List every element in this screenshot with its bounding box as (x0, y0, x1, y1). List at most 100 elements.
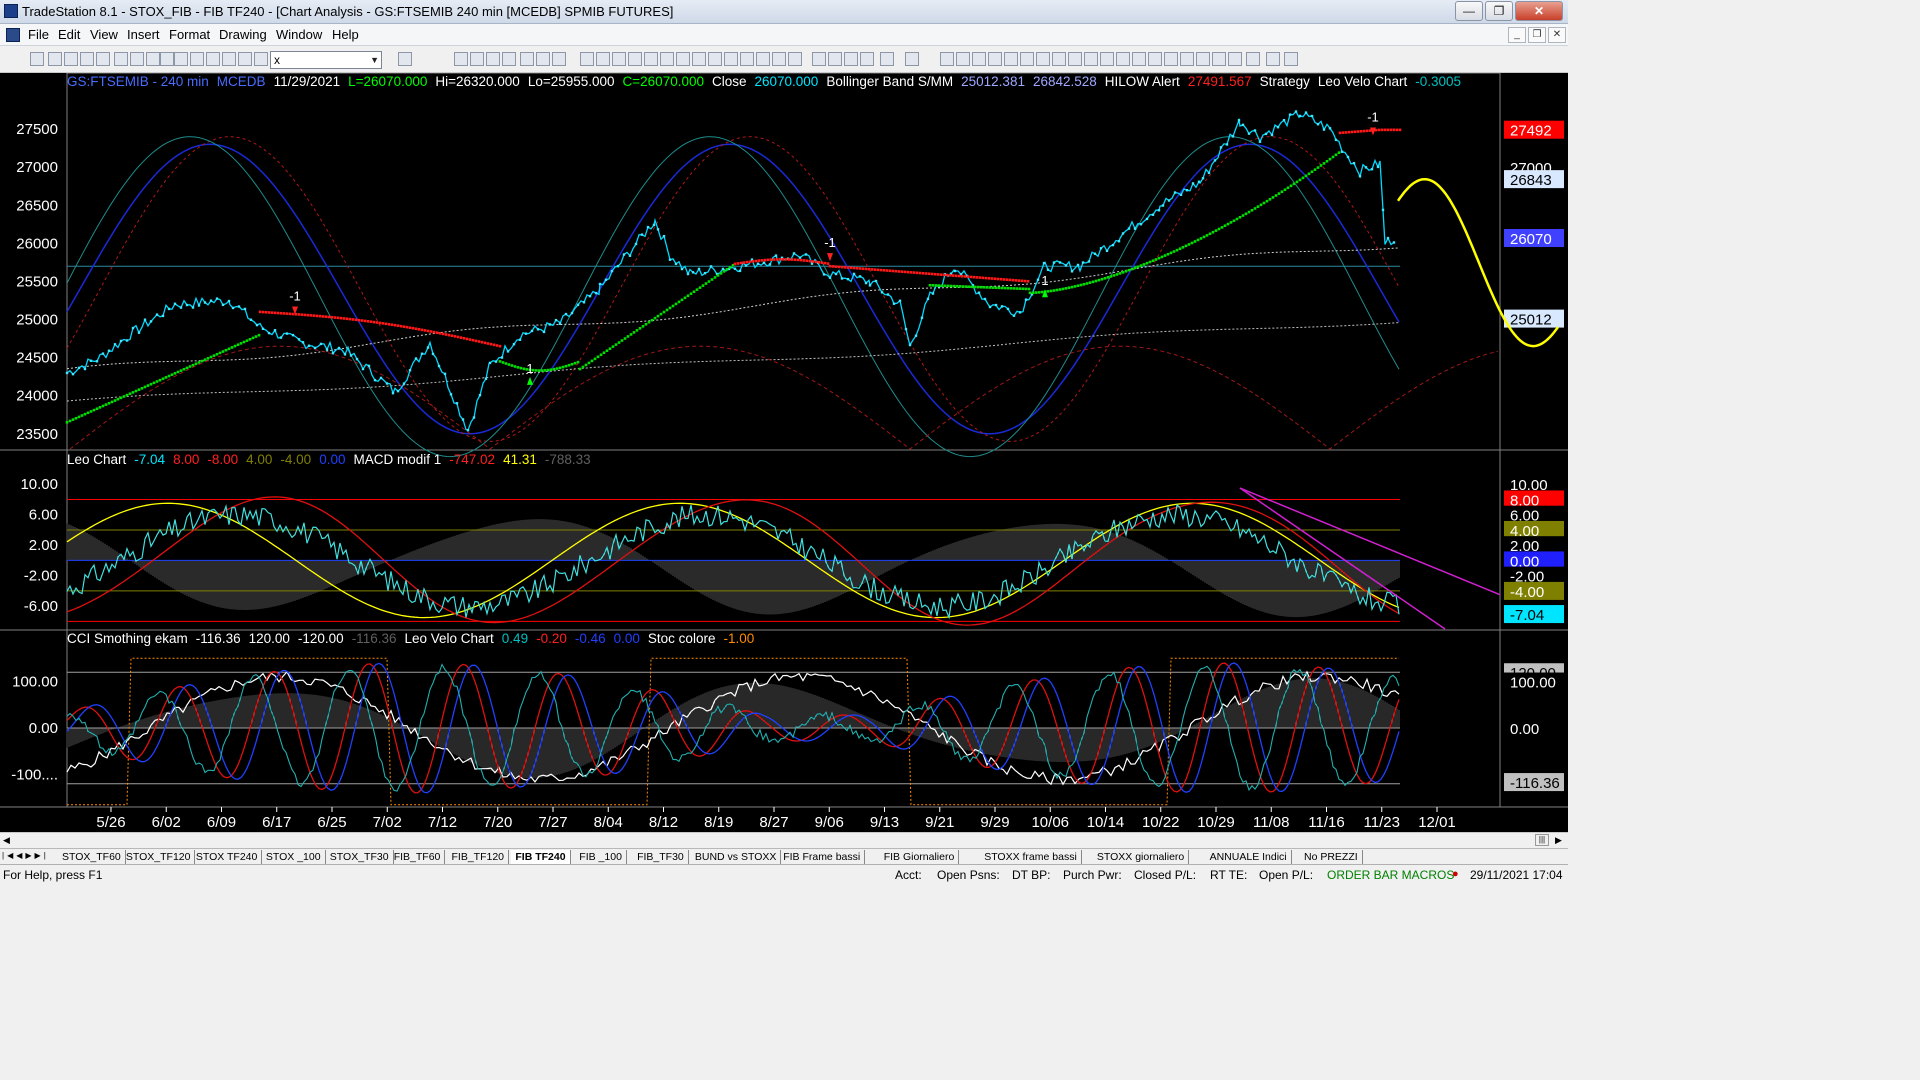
mdi-close-button[interactable]: ✕ (1548, 27, 1566, 43)
toolbar-button-icon[interactable] (222, 52, 236, 66)
toolbar-button-icon[interactable] (812, 52, 826, 66)
scroll-right-icon[interactable]: ▶ (1555, 835, 1562, 845)
toolbar-button-icon[interactable] (956, 52, 970, 66)
toolbar-button-icon[interactable] (1246, 52, 1260, 66)
toolbar-button-icon[interactable] (660, 52, 674, 66)
tab-stox-tf60[interactable]: STOX_TF60 (58, 850, 126, 864)
tab-stoxx-frame-bassi[interactable]: STOXX frame bassi (980, 850, 1082, 864)
tab-fib-tf60[interactable]: FIB_TF60 (390, 850, 446, 864)
toolbar-button-icon[interactable] (552, 52, 566, 66)
menu-view[interactable]: View (90, 27, 118, 42)
tab-fib-giornaliero[interactable]: FIB Giornaliero (880, 850, 960, 864)
toolbar-button-icon[interactable] (160, 52, 174, 66)
tab-stox-tf240[interactable]: STOX TF240 (192, 850, 263, 864)
toolbar-button-icon[interactable] (190, 52, 204, 66)
tab-annuale-indici[interactable]: ANNUALE Indici (1206, 850, 1292, 864)
menu-file[interactable]: File (28, 27, 49, 42)
toolbar-button-icon[interactable] (788, 52, 802, 66)
toolbar-button-icon[interactable] (1228, 52, 1242, 66)
toolbar-button-icon[interactable] (880, 52, 894, 66)
toolbar-button-icon[interactable] (1266, 52, 1280, 66)
tab-stox-tf30[interactable]: STOX_TF30 (326, 850, 394, 864)
toolbar-button-icon[interactable] (536, 52, 550, 66)
toolbar-button-icon[interactable] (708, 52, 722, 66)
toolbar-button-icon[interactable] (1052, 52, 1066, 66)
toolbar-button-icon[interactable] (1132, 52, 1146, 66)
menu-help[interactable]: Help (332, 27, 359, 42)
tab-fib-tf240[interactable]: FIB TF240 (511, 850, 571, 864)
toolbar-button-icon[interactable] (48, 52, 62, 66)
toolbar-button-icon[interactable] (1020, 52, 1034, 66)
toolbar-button-icon[interactable] (644, 52, 658, 66)
toolbar-button-icon[interactable] (30, 52, 44, 66)
toolbar-button-icon[interactable] (692, 52, 706, 66)
toolbar-button-icon[interactable] (470, 52, 484, 66)
toolbar-button-icon[interactable] (398, 52, 412, 66)
toolbar-button-icon[interactable] (828, 52, 842, 66)
toolbar-button-icon[interactable] (756, 52, 770, 66)
toolbar-button-icon[interactable] (1148, 52, 1162, 66)
toolbar-button-icon[interactable] (724, 52, 738, 66)
mdi-restore-button[interactable]: ❐ (1528, 27, 1546, 43)
toolbar-button-icon[interactable] (486, 52, 500, 66)
tab-stox-100[interactable]: STOX _100 (262, 850, 326, 864)
toolbar-button-icon[interactable] (1004, 52, 1018, 66)
toolbar-button-icon[interactable] (206, 52, 220, 66)
toolbar-button-icon[interactable] (628, 52, 642, 66)
close-button[interactable]: ✕ (1515, 1, 1563, 21)
tab-fib-tf30[interactable]: FIB_TF30 (633, 850, 689, 864)
toolbar-button-icon[interactable] (1100, 52, 1114, 66)
toolbar-button-icon[interactable] (1084, 52, 1098, 66)
toolbar-button-icon[interactable] (860, 52, 874, 66)
chart-window-icon[interactable] (6, 28, 20, 42)
status-macros[interactable]: ORDER BAR MACROS (1327, 868, 1455, 882)
tab-stox-tf120[interactable]: STOX_TF120 (122, 850, 196, 864)
toolbar-button-icon[interactable] (254, 52, 268, 66)
tab-stoxx-giornaliero[interactable]: STOXX giornaliero (1093, 850, 1190, 864)
toolbar-button-icon[interactable] (114, 52, 128, 66)
tab-fib-100[interactable]: FIB _100 (575, 850, 627, 864)
tab-bund-vs-stoxx[interactable]: BUND vs STOXX (691, 850, 782, 864)
toolbar-button-icon[interactable] (80, 52, 94, 66)
toolbar-button-icon[interactable] (972, 52, 986, 66)
toolbar-button-icon[interactable] (1116, 52, 1130, 66)
toolbar-button-icon[interactable] (502, 52, 516, 66)
menu-format[interactable]: Format (169, 27, 211, 42)
toolbar-button-icon[interactable] (740, 52, 754, 66)
toolbar-button-icon[interactable] (1036, 52, 1050, 66)
menu-window[interactable]: Window (276, 27, 323, 42)
toolbar-button-icon[interactable] (580, 52, 594, 66)
toolbar-button-icon[interactable] (772, 52, 786, 66)
tab-nav-arrows-icon[interactable]: |◀◀▶▶| (2, 851, 49, 860)
menu-edit[interactable]: Edit (58, 27, 81, 42)
toolbar-button-icon[interactable] (988, 52, 1002, 66)
toolbar-button-icon[interactable] (96, 52, 110, 66)
horizontal-scrollbar[interactable]: ◀ ||| ▶ (0, 832, 1568, 848)
menu-insert[interactable]: Insert (127, 27, 160, 42)
toolbar-button-icon[interactable] (844, 52, 858, 66)
scroll-left-icon[interactable]: ◀ (3, 835, 10, 845)
toolbar-button-icon[interactable] (676, 52, 690, 66)
toolbar-button-icon[interactable] (596, 52, 610, 66)
toolbar-button-icon[interactable] (174, 52, 188, 66)
toolbar-button-icon[interactable] (146, 52, 160, 66)
minimize-button[interactable]: — (1455, 1, 1483, 21)
toolbar-button-icon[interactable] (64, 52, 78, 66)
toolbar-button-icon[interactable] (905, 52, 919, 66)
toolbar-button-icon[interactable] (130, 52, 144, 66)
toolbar-button-icon[interactable] (612, 52, 626, 66)
menu-drawing[interactable]: Drawing (219, 27, 267, 42)
toolbar-button-icon[interactable] (1068, 52, 1082, 66)
chart-area[interactable]: 27500 27000 26500 26000 25500 25000 24500 24000… (0, 72, 1568, 833)
toolbar-button-icon[interactable] (454, 52, 468, 66)
tab-no-prezzi[interactable]: No PREZZI (1300, 850, 1363, 864)
toolbar-button-icon[interactable] (1212, 52, 1226, 66)
tab-fib-frame-bassi[interactable]: FIB Frame bassi (779, 850, 866, 864)
toolbar-button-icon[interactable] (1196, 52, 1210, 66)
toolbar-button-icon[interactable] (1164, 52, 1178, 66)
toolbar-button-icon[interactable] (520, 52, 534, 66)
maximize-button[interactable]: ❐ (1485, 1, 1513, 21)
chart-svg[interactable]: 27500 27000 26500 26000 25500 25000 24500 24000… (0, 72, 1568, 833)
toolbar-button-icon[interactable] (940, 52, 954, 66)
mdi-minimize-button[interactable]: _ (1508, 27, 1526, 43)
